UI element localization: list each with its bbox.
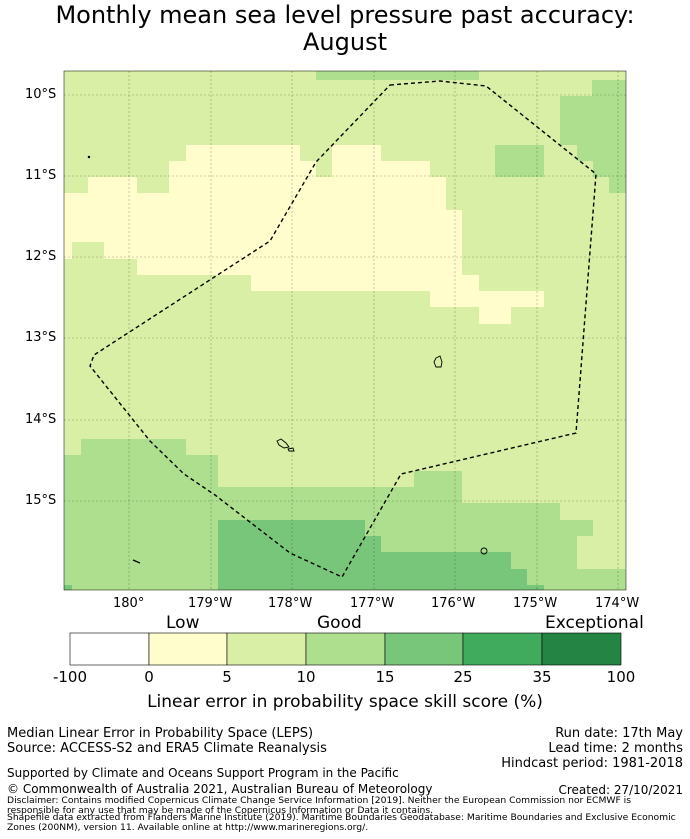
footer-method: Median Linear Error in Probability Space… bbox=[7, 726, 314, 741]
footer-disclaimer-line: Disclaimer: Contains modified Copernicus… bbox=[7, 795, 632, 806]
lat-label: 13°S bbox=[25, 330, 57, 345]
map-figure bbox=[63, 70, 627, 666]
colorbar-tick: 10 bbox=[296, 668, 316, 686]
colorbar-tick: -100 bbox=[52, 668, 88, 686]
raster-cell-band bbox=[316, 71, 479, 80]
raster-cell-band bbox=[495, 145, 544, 177]
raster-cell-band bbox=[218, 520, 544, 590]
footer-run-date: Run date: 17th May bbox=[555, 726, 683, 741]
footer-created-date: Created: 27/10/2021 bbox=[558, 783, 683, 797]
colorbar-word-exceptional: Exceptional bbox=[545, 613, 644, 633]
colorbar-tick: 15 bbox=[375, 668, 395, 686]
map-title-line1: Monthly mean sea level pressure past acc… bbox=[55, 1, 635, 29]
footer-support: Supported by Climate and Oceans Support … bbox=[7, 766, 399, 780]
colorbar-segment bbox=[69, 632, 150, 666]
footer-source: Source: ACCESS-S2 and ERA5 Climate Reana… bbox=[7, 741, 327, 756]
map-frame bbox=[63, 70, 627, 591]
colorbar-tick: 0 bbox=[144, 668, 154, 686]
colorbar-segment bbox=[226, 632, 307, 666]
lat-label: 10°S bbox=[25, 87, 57, 102]
lat-label: 11°S bbox=[25, 168, 57, 183]
colorbar-segment bbox=[305, 632, 386, 666]
lat-label: 15°S bbox=[25, 493, 57, 508]
colorbar-word-low: Low bbox=[166, 613, 200, 633]
lat-label: 14°S bbox=[25, 412, 57, 427]
colorbar-segment bbox=[462, 632, 543, 666]
lon-label: 178°W bbox=[268, 596, 313, 611]
colorbar-tick: 35 bbox=[532, 668, 552, 686]
lon-label: 175°W bbox=[513, 596, 558, 611]
lon-label: 176°W bbox=[431, 596, 476, 611]
raster-cell-band bbox=[64, 145, 544, 324]
colorbar-tick: 100 bbox=[606, 668, 636, 686]
lon-label: 179°W bbox=[188, 596, 233, 611]
colorbar-segment bbox=[148, 632, 228, 666]
colorbar-segment bbox=[541, 632, 622, 666]
skill-score-raster bbox=[64, 71, 626, 590]
footer-lead-time: Lead time: 2 months bbox=[548, 741, 683, 756]
colorbar-label: Linear error in probability space skill … bbox=[147, 692, 543, 712]
colorbar-tick: 5 bbox=[222, 668, 232, 686]
colorbar-tick: 25 bbox=[453, 668, 473, 686]
raster-cell-band bbox=[592, 80, 626, 96]
footer-hindcast-period: Hindcast period: 1981-2018 bbox=[501, 756, 683, 771]
island-outlines bbox=[87, 155, 488, 564]
raster-cell-band bbox=[64, 585, 72, 590]
lon-label: 177°W bbox=[350, 596, 395, 611]
footer-copyright: © Commonwealth of Australia 2021, Austra… bbox=[7, 782, 433, 796]
lon-label: 174°W bbox=[595, 596, 640, 611]
colorbar bbox=[69, 632, 622, 666]
colorbar-word-good: Good bbox=[317, 613, 362, 633]
lon-label: 180° bbox=[113, 596, 145, 611]
raster-cell-band bbox=[560, 96, 626, 193]
footer-disclaimer-line: Shapefile data extracted from Flanders M… bbox=[7, 812, 676, 823]
footer-disclaimer-line: responsible for any use that may be made… bbox=[7, 805, 434, 816]
map-title-line2: August bbox=[303, 28, 387, 56]
footer-disclaimer-line: Zones (200NM), version 11. Available onl… bbox=[7, 822, 369, 833]
graticule bbox=[64, 71, 626, 590]
lat-label: 12°S bbox=[25, 249, 57, 264]
colorbar-segment bbox=[384, 632, 464, 666]
